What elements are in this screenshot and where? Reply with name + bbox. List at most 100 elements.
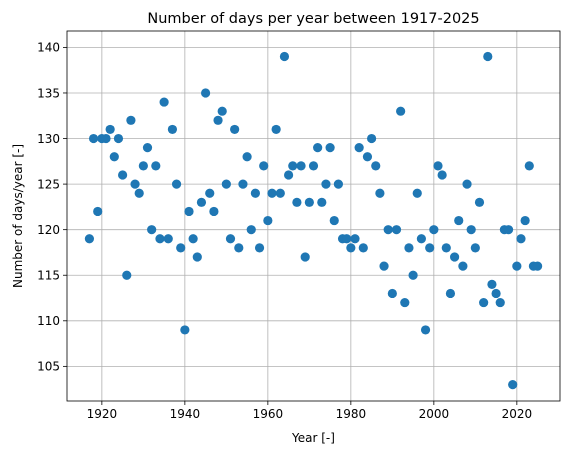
data-point [425,243,435,253]
data-point [292,197,302,207]
data-point [201,88,211,98]
data-point [267,188,277,198]
data-point [317,197,327,207]
data-point [362,152,373,162]
data-point [308,161,319,171]
data-point [404,243,414,253]
y-tick-label: 130 [37,132,60,146]
data-point [130,179,140,189]
chart-title: Number of days per year between 1917-202… [147,11,479,27]
data-point [101,133,111,144]
data-point [354,143,364,153]
data-point [192,252,202,262]
data-point [142,143,153,153]
data-point [321,179,331,189]
data-point [458,261,468,271]
x-tick-label: 1960 [253,407,284,421]
data-point [520,215,530,226]
x-tick-label: 2000 [419,407,450,421]
data-point [225,234,236,244]
data-point [184,206,194,217]
data-point [325,143,335,153]
data-point [159,97,169,107]
y-tick-label: 120 [37,223,60,237]
data-point [367,133,377,144]
data-point [196,197,207,207]
grid-lines [67,31,560,401]
y-tick-label: 110 [37,314,60,328]
data-point [379,261,389,271]
data-point [284,170,294,180]
data-point [474,197,485,207]
plot-frame [66,30,561,402]
y-tick-label: 135 [37,86,60,100]
data-point [491,288,501,299]
y-tick-label: 105 [37,360,60,374]
data-point [532,261,543,271]
data-point [246,225,256,235]
data-point [487,279,497,289]
data-point [342,234,352,244]
data-point [433,161,443,171]
data-point [346,243,356,253]
data-point [296,161,306,171]
data-point [483,51,493,62]
data-point [254,243,265,253]
data-point [400,297,410,308]
data-point [503,225,514,235]
data-point [437,170,447,180]
data-point [180,325,190,335]
data-point [263,215,273,226]
data-point [213,115,223,125]
data-point [383,225,393,235]
data-point [151,161,161,171]
data-point [333,179,343,189]
data-point [288,161,298,171]
y-tick-label: 125 [37,177,60,191]
data-point [118,170,128,180]
data-point [113,133,124,144]
data-point [516,234,526,244]
data-point [209,206,219,217]
data-point [416,234,426,244]
data-point [445,288,456,299]
data-point [238,179,248,189]
data-point [230,124,240,135]
data-point [275,188,285,198]
data-point [358,243,368,253]
data-point [391,225,402,235]
axis-ticks: 1920 1940 1960 1980 2000 2020 105 110 115 120 125 1… [37,41,532,421]
data-point [138,161,148,171]
data-point [93,206,103,217]
data-point [134,188,144,198]
data-point [304,197,314,207]
x-tick-label: 1940 [170,407,201,421]
data-point [313,143,323,153]
x-tick-label: 1920 [87,407,118,421]
data-point [387,288,397,299]
data-point [441,243,451,253]
data-point [512,261,522,271]
data-point [126,115,136,125]
data-point [429,225,439,235]
data-point [163,234,173,244]
x-axis-label: Year [-] [291,431,335,445]
data-point [329,215,339,226]
data-point [495,297,505,308]
data-point [371,161,381,171]
data-point [396,106,406,116]
data-point [250,188,260,198]
data-point [84,234,95,244]
data-point [109,152,119,162]
data-point [88,133,99,144]
y-tick-label: 115 [37,269,60,283]
y-axis-label: Number of days/year [-] [11,144,25,288]
data-point [350,234,360,244]
data-point [221,179,231,189]
data-point [420,325,431,335]
data-point [412,188,422,198]
data-point [524,161,534,171]
data-point [279,51,290,62]
data-point [105,124,115,135]
